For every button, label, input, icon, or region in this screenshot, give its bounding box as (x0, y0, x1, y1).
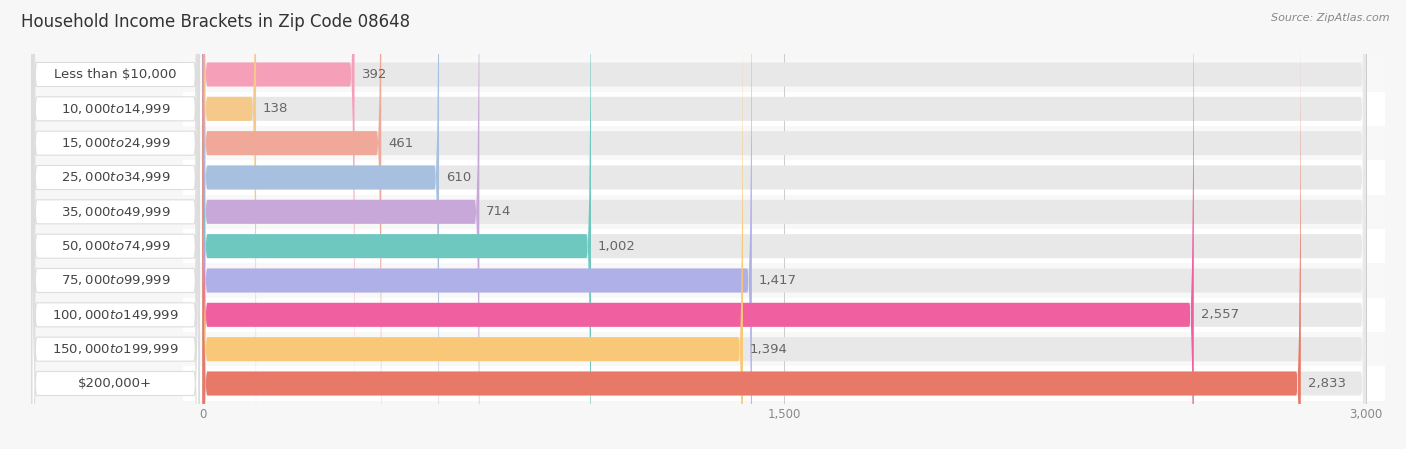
FancyBboxPatch shape (202, 0, 1194, 449)
FancyBboxPatch shape (202, 0, 1365, 449)
Text: 461: 461 (388, 136, 413, 150)
FancyBboxPatch shape (202, 0, 439, 449)
Text: $75,000 to $99,999: $75,000 to $99,999 (60, 273, 170, 287)
FancyBboxPatch shape (32, 0, 198, 449)
FancyBboxPatch shape (32, 0, 198, 449)
FancyBboxPatch shape (183, 195, 1385, 229)
FancyBboxPatch shape (183, 298, 1385, 332)
FancyBboxPatch shape (183, 229, 1385, 263)
Text: 1,002: 1,002 (598, 240, 636, 253)
FancyBboxPatch shape (183, 263, 1385, 298)
FancyBboxPatch shape (32, 0, 198, 449)
FancyBboxPatch shape (32, 0, 198, 449)
FancyBboxPatch shape (202, 0, 1365, 449)
FancyBboxPatch shape (202, 0, 354, 449)
FancyBboxPatch shape (183, 366, 1385, 401)
Text: $35,000 to $49,999: $35,000 to $49,999 (60, 205, 170, 219)
FancyBboxPatch shape (202, 0, 1365, 449)
FancyBboxPatch shape (202, 0, 752, 449)
FancyBboxPatch shape (183, 126, 1385, 160)
Text: Less than $10,000: Less than $10,000 (53, 68, 177, 81)
Text: Source: ZipAtlas.com: Source: ZipAtlas.com (1271, 13, 1389, 23)
Text: 2,557: 2,557 (1201, 308, 1239, 321)
FancyBboxPatch shape (202, 0, 742, 449)
FancyBboxPatch shape (32, 0, 198, 449)
Text: $150,000 to $199,999: $150,000 to $199,999 (52, 342, 179, 356)
Text: $100,000 to $149,999: $100,000 to $149,999 (52, 308, 179, 322)
FancyBboxPatch shape (202, 0, 1365, 449)
FancyBboxPatch shape (202, 0, 479, 449)
FancyBboxPatch shape (183, 332, 1385, 366)
FancyBboxPatch shape (183, 160, 1385, 195)
FancyBboxPatch shape (32, 0, 198, 449)
Text: $200,000+: $200,000+ (79, 377, 152, 390)
FancyBboxPatch shape (183, 92, 1385, 126)
FancyBboxPatch shape (202, 0, 591, 449)
FancyBboxPatch shape (183, 57, 1385, 92)
Text: 2,833: 2,833 (1308, 377, 1346, 390)
Text: 714: 714 (486, 205, 512, 218)
Text: 1,394: 1,394 (749, 343, 787, 356)
FancyBboxPatch shape (202, 0, 1365, 449)
FancyBboxPatch shape (32, 0, 198, 449)
FancyBboxPatch shape (202, 0, 381, 449)
FancyBboxPatch shape (202, 0, 1365, 449)
Text: 392: 392 (361, 68, 387, 81)
Text: $50,000 to $74,999: $50,000 to $74,999 (60, 239, 170, 253)
FancyBboxPatch shape (202, 0, 1365, 449)
Text: Household Income Brackets in Zip Code 08648: Household Income Brackets in Zip Code 08… (21, 13, 411, 31)
Text: 610: 610 (446, 171, 471, 184)
FancyBboxPatch shape (202, 0, 1365, 449)
Text: 1,417: 1,417 (759, 274, 797, 287)
FancyBboxPatch shape (32, 0, 198, 449)
FancyBboxPatch shape (202, 0, 1365, 449)
FancyBboxPatch shape (202, 0, 256, 449)
FancyBboxPatch shape (32, 0, 198, 449)
FancyBboxPatch shape (202, 0, 1301, 449)
Text: 138: 138 (263, 102, 288, 115)
FancyBboxPatch shape (202, 0, 1365, 449)
Text: $15,000 to $24,999: $15,000 to $24,999 (60, 136, 170, 150)
FancyBboxPatch shape (32, 0, 198, 449)
Text: $10,000 to $14,999: $10,000 to $14,999 (60, 102, 170, 116)
Text: $25,000 to $34,999: $25,000 to $34,999 (60, 171, 170, 185)
